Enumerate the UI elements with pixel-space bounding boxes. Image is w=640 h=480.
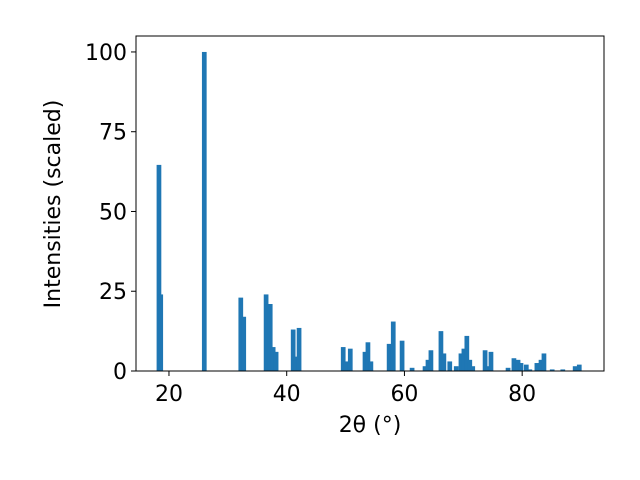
bar bbox=[467, 359, 473, 371]
y-axis-label: Intensities (scaled) bbox=[41, 100, 66, 309]
bar bbox=[464, 335, 470, 371]
bar bbox=[273, 351, 279, 371]
bar bbox=[485, 366, 491, 371]
y-tick-label: 75 bbox=[99, 121, 127, 146]
bar bbox=[515, 359, 521, 371]
bar bbox=[290, 329, 296, 371]
bar bbox=[523, 364, 529, 371]
bar bbox=[296, 327, 302, 371]
y-tick-label: 100 bbox=[85, 41, 127, 66]
bar bbox=[560, 369, 566, 371]
bar bbox=[441, 353, 447, 371]
bar bbox=[470, 366, 476, 371]
bar bbox=[270, 347, 276, 371]
bar bbox=[362, 351, 368, 371]
bar bbox=[482, 350, 488, 371]
plot-frame bbox=[135, 35, 605, 372]
bar bbox=[343, 361, 349, 371]
bar bbox=[156, 164, 162, 371]
bar bbox=[541, 353, 547, 371]
bar bbox=[447, 361, 453, 371]
bar bbox=[263, 294, 269, 371]
bar bbox=[238, 297, 244, 371]
bar bbox=[425, 359, 431, 371]
bar bbox=[534, 363, 540, 371]
bar bbox=[428, 350, 434, 371]
bar bbox=[549, 369, 555, 371]
bar bbox=[201, 51, 207, 371]
bar bbox=[399, 340, 405, 371]
x-tick-label: 80 bbox=[508, 382, 536, 407]
bar bbox=[347, 348, 353, 371]
bar bbox=[267, 304, 273, 371]
bar bbox=[511, 358, 517, 371]
y-tick-label: 50 bbox=[99, 200, 127, 225]
bar bbox=[538, 359, 544, 371]
bar bbox=[505, 367, 511, 371]
bar bbox=[527, 369, 533, 371]
bar bbox=[368, 361, 374, 371]
bar bbox=[293, 356, 299, 371]
bar bbox=[488, 351, 494, 371]
bar bbox=[365, 342, 371, 371]
x-tick-label: 40 bbox=[273, 382, 301, 407]
bar bbox=[576, 364, 582, 371]
x-axis-label: 2θ (°) bbox=[339, 413, 402, 438]
x-tick-label: 20 bbox=[155, 382, 183, 407]
bar bbox=[518, 363, 524, 371]
bar bbox=[461, 348, 467, 371]
bar bbox=[390, 321, 396, 371]
bar bbox=[458, 353, 464, 371]
bar bbox=[422, 366, 428, 371]
y-tick-label: 25 bbox=[99, 280, 127, 305]
bar bbox=[158, 294, 164, 371]
x-tick-label: 60 bbox=[390, 382, 418, 407]
bar bbox=[453, 366, 459, 371]
bar bbox=[241, 316, 247, 371]
bar bbox=[409, 367, 415, 371]
bar bbox=[572, 366, 578, 371]
bar bbox=[386, 343, 392, 371]
bar bbox=[340, 347, 346, 371]
bar bbox=[438, 331, 444, 371]
y-tick-label: 0 bbox=[113, 360, 127, 385]
